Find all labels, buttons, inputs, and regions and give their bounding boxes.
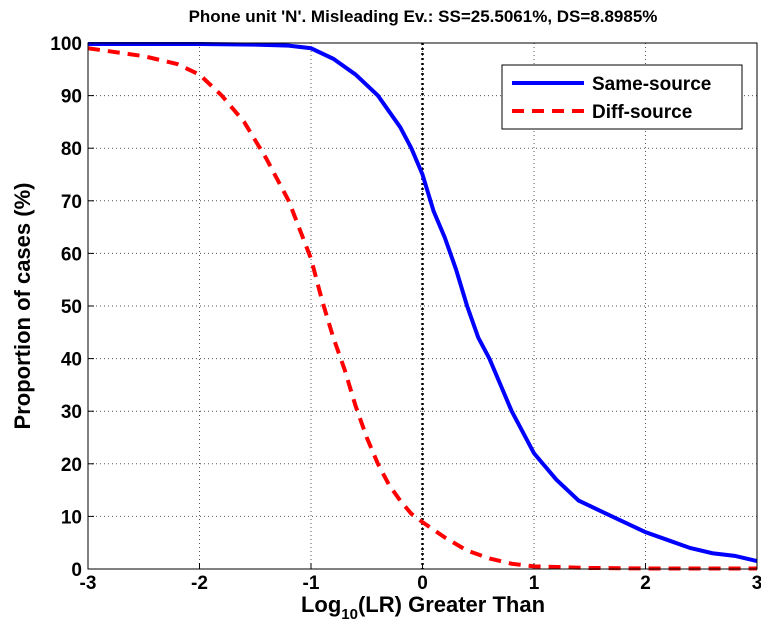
y-tick-label: 70 bbox=[61, 192, 82, 213]
x-tick-label: 0 bbox=[417, 573, 428, 594]
legend-label: Diff-source bbox=[592, 102, 692, 123]
y-tick-label: 0 bbox=[71, 560, 82, 581]
legend-label: Same-source bbox=[592, 74, 711, 95]
x-tick-label: 3 bbox=[752, 573, 761, 594]
x-label-part: Log bbox=[301, 592, 341, 617]
x-tick-label: 1 bbox=[529, 573, 540, 594]
y-tick-label: 50 bbox=[61, 297, 82, 318]
x-tick-label: -3 bbox=[80, 573, 97, 594]
y-tick-label: 30 bbox=[61, 402, 82, 423]
y-tick-label: 80 bbox=[61, 139, 82, 160]
y-tick-label: 10 bbox=[61, 507, 82, 528]
x-tick-label: 2 bbox=[640, 573, 651, 594]
y-tick-label: 100 bbox=[50, 34, 82, 55]
y-tick-label: 20 bbox=[61, 455, 82, 476]
x-label-part: (LR) Greater Than bbox=[358, 592, 545, 617]
series-line bbox=[88, 42, 758, 564]
x-label-subscript: 10 bbox=[341, 606, 358, 623]
x-axis-label: Log10(LR) Greater Than bbox=[301, 592, 545, 623]
x-tick-label: -2 bbox=[191, 573, 208, 594]
y-tick-label: 40 bbox=[61, 350, 82, 371]
y-axis-label: Proportion of cases (%) bbox=[10, 183, 35, 430]
y-tick-label: 60 bbox=[61, 244, 82, 265]
chart-title: Phone unit 'N'. Misleading Ev.: SS=25.50… bbox=[189, 7, 658, 26]
y-tick-label: 90 bbox=[61, 87, 82, 108]
legend-box bbox=[501, 64, 743, 130]
plot-frame bbox=[87, 42, 758, 570]
series-line bbox=[87, 46, 757, 571]
x-tick-label: -1 bbox=[303, 573, 320, 594]
